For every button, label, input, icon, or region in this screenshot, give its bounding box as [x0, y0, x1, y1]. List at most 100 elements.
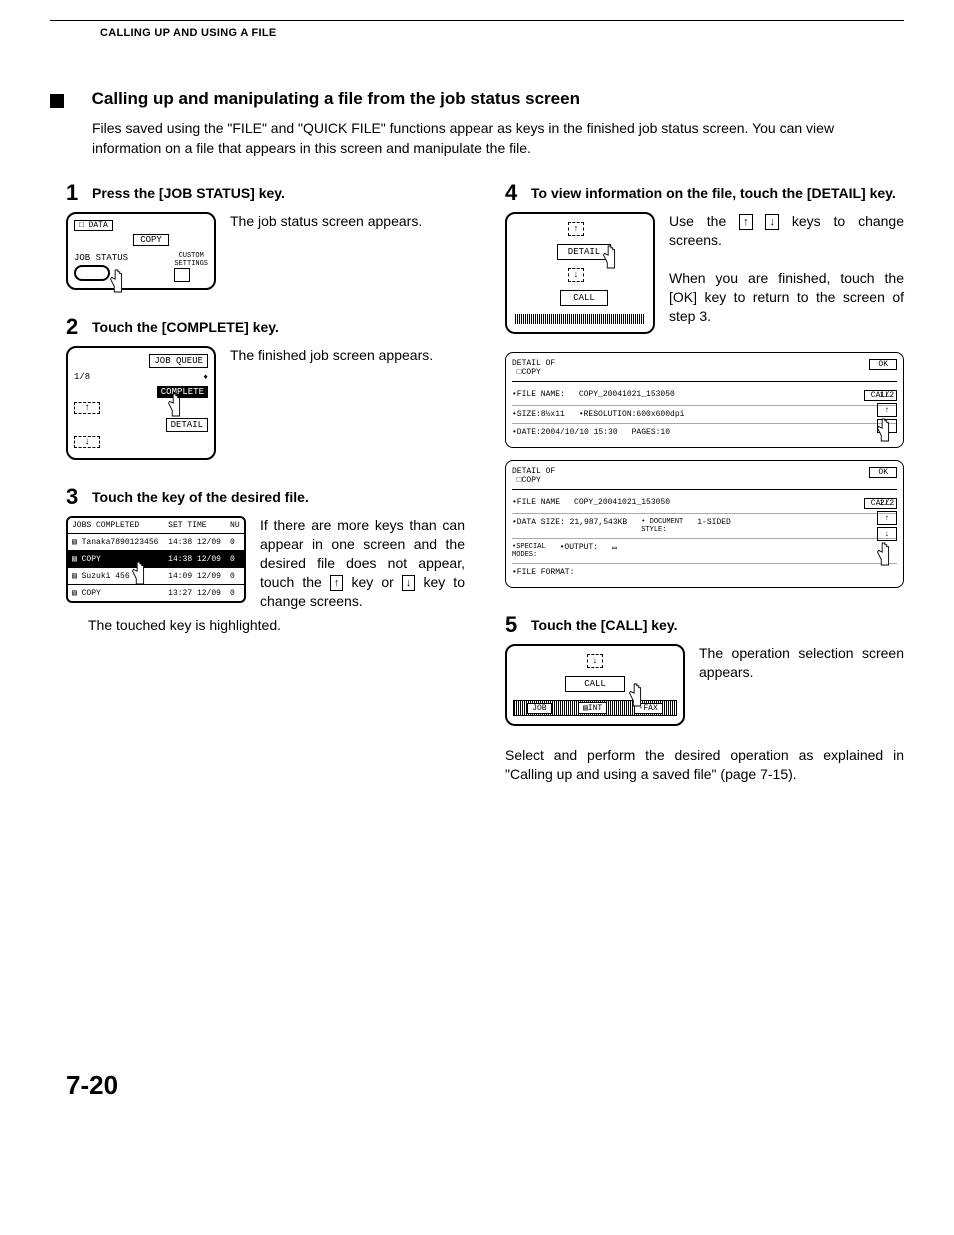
- step-2-num: 2: [66, 316, 84, 338]
- step-2: 2 Touch the [COMPLETE] key. JOB QUEUE 1/…: [66, 316, 465, 460]
- section-intro: Files saved using the "FILE" and "QUICK …: [92, 119, 904, 158]
- down-button: ↓: [568, 268, 583, 282]
- step-1: 1 Press the [JOB STATUS] key. □ DATA COP…: [66, 182, 465, 290]
- detail2-fn: COPY_20041021_153050: [574, 498, 670, 509]
- detail1-mode: COPY: [522, 368, 541, 377]
- illus-detail-call: ↑ DETAIL ↓ CALL: [505, 212, 655, 334]
- detail1-fn-label: •FILE NAME:: [512, 390, 565, 401]
- chapter-header: CALLING UP AND USING A FILE: [100, 27, 904, 39]
- detail1-reso: •RESOLUTION:600x600dpi: [579, 410, 685, 419]
- file-list-table: JOBS COMPLETED SET TIME NU ▤ Tanaka78901…: [68, 518, 244, 601]
- step-3-text: If there are more keys than can appear i…: [260, 516, 465, 610]
- left-column: 1 Press the [JOB STATUS] key. □ DATA COP…: [66, 182, 465, 810]
- down-arrow-button: ↓: [877, 527, 897, 541]
- detail2-header: DETAIL OF: [512, 467, 555, 476]
- ok-button: OK: [869, 359, 897, 370]
- up-key-icon: ↑: [739, 214, 753, 230]
- job-tab: JOB: [527, 703, 551, 714]
- hand-icon: [873, 417, 895, 443]
- page-counter: 1/8: [74, 372, 90, 382]
- detail-button: DETAIL: [166, 418, 208, 432]
- up-arrow-button: ↑: [74, 402, 100, 414]
- step-2-title: Touch the [COMPLETE] key.: [92, 316, 279, 336]
- detail2-format: •FILE FORMAT:: [512, 568, 574, 577]
- detail2-page: 2/2: [877, 499, 897, 508]
- print-tab: ▤INT: [578, 702, 607, 714]
- up-arrow-button: ↑: [877, 511, 897, 525]
- step-5-num: 5: [505, 614, 523, 636]
- section-title: Calling up and manipulating a file from …: [92, 89, 580, 108]
- table-row: ▤ COPY14:38 12/090: [68, 551, 244, 568]
- detail-screen-2: DETAIL OF □COPY OK •FILE NAME COPY_20041…: [505, 460, 904, 588]
- illus-complete-panel: JOB QUEUE 1/8 ♦ COMPLETE ↑ DETAIL ↓: [66, 346, 216, 460]
- illus-call-panel: ↓ CALL JOB ▤INT -FAX: [505, 644, 685, 726]
- page-number: 7-20: [66, 1070, 904, 1101]
- tray-icon: ▭: [612, 543, 617, 559]
- data-led-label: □ DATA: [74, 220, 113, 231]
- call-button: CALL: [560, 290, 608, 306]
- step-3-caption: The touched key is highlighted.: [88, 617, 465, 633]
- down-key-icon: ↓: [765, 214, 779, 230]
- call-button: CALL: [565, 676, 625, 692]
- step-4-text: Use the ↑ ↓ keys to change screens. When…: [669, 212, 904, 325]
- top-rule: [50, 20, 904, 21]
- step-4-num: 4: [505, 182, 523, 204]
- step-3: 3 Touch the key of the desired file. JOB…: [66, 486, 465, 632]
- up-button: ↑: [568, 222, 583, 236]
- detail1-page: 1/2: [877, 391, 897, 400]
- col-time: SET TIME: [164, 518, 226, 534]
- col-nu: NU: [226, 518, 244, 534]
- detail2-fn-label: •FILE NAME: [512, 498, 560, 509]
- detail2-sided: 1-SIDED: [697, 518, 731, 534]
- illus-job-status-panel: □ DATA COPY JOB STATUS CUSTOM SETTINGS: [66, 212, 216, 290]
- custom-settings-button: [174, 268, 190, 282]
- step-5-footer: Select and perform the desired operation…: [505, 746, 904, 784]
- step-4-title: To view information on the file, touch t…: [531, 182, 896, 202]
- detail2-modes: SPECIAL MODES:: [512, 543, 546, 559]
- up-arrow-button: ↑: [877, 403, 897, 417]
- step-3-num: 3: [66, 486, 84, 508]
- job-status-label: JOB STATUS: [74, 253, 128, 263]
- right-column: 4 To view information on the file, touch…: [505, 182, 904, 810]
- illus-file-list: JOBS COMPLETED SET TIME NU ▤ Tanaka78901…: [66, 516, 246, 603]
- step-5-title: Touch the [CALL] key.: [531, 614, 677, 634]
- step-5-text: The operation selection screen appears.: [699, 644, 904, 682]
- step-2-text: The finished job screen appears.: [230, 346, 433, 365]
- section-heading: Calling up and manipulating a file from …: [50, 89, 904, 109]
- detail2-doc: DOCUMENT STYLE:: [641, 518, 683, 534]
- step-1-text: The job status screen appears.: [230, 212, 422, 231]
- step-5: 5 Touch the [CALL] key. ↓ CALL JOB ▤INT …: [505, 614, 904, 784]
- hand-icon: [128, 560, 150, 586]
- detail2-output: •OUTPUT:: [560, 543, 598, 559]
- table-row: ▤ COPY13:27 12/090: [68, 585, 244, 602]
- copy-key-label: COPY: [133, 234, 169, 246]
- table-row: ▤ Suzuki 45614:09 12/090: [68, 568, 244, 585]
- hand-icon: [599, 244, 621, 270]
- detail-screen-1: DETAIL OF □COPY OK •FILE NAME: COPY_2004…: [505, 352, 904, 448]
- hand-icon: [164, 392, 186, 418]
- hand-icon: [106, 268, 128, 294]
- step-3-title: Touch the key of the desired file.: [92, 486, 309, 506]
- table-row: ▤ Tanaka789012345614:38 12/090: [68, 534, 244, 551]
- down-button: ↓: [587, 654, 602, 668]
- step-4: 4 To view information on the file, touch…: [505, 182, 904, 588]
- ok-button: OK: [869, 467, 897, 478]
- detail2-size: •DATA SIZE: 21,987,543KB: [512, 518, 627, 534]
- hand-icon: [873, 541, 895, 567]
- detail1-pages: PAGES:10: [632, 428, 670, 437]
- up-key-icon: ↑: [330, 575, 344, 591]
- hand-icon: [625, 682, 647, 708]
- bottom-hatch: [515, 314, 645, 324]
- detail1-size: •SIZE:8½x11: [512, 410, 565, 419]
- down-arrow-button: ↓: [74, 436, 100, 448]
- detail1-header: DETAIL OF: [512, 359, 555, 368]
- step-1-title: Press the [JOB STATUS] key.: [92, 182, 285, 202]
- step-1-num: 1: [66, 182, 84, 204]
- col-jobs: JOBS COMPLETED: [68, 518, 164, 534]
- job-queue-button: JOB QUEUE: [149, 354, 208, 368]
- down-key-icon: ↓: [402, 575, 416, 591]
- section-bullet-icon: [50, 94, 64, 108]
- detail2-mode: COPY: [522, 476, 541, 485]
- detail1-fn: COPY_20041021_153050: [579, 390, 675, 401]
- job-status-button: [74, 265, 110, 281]
